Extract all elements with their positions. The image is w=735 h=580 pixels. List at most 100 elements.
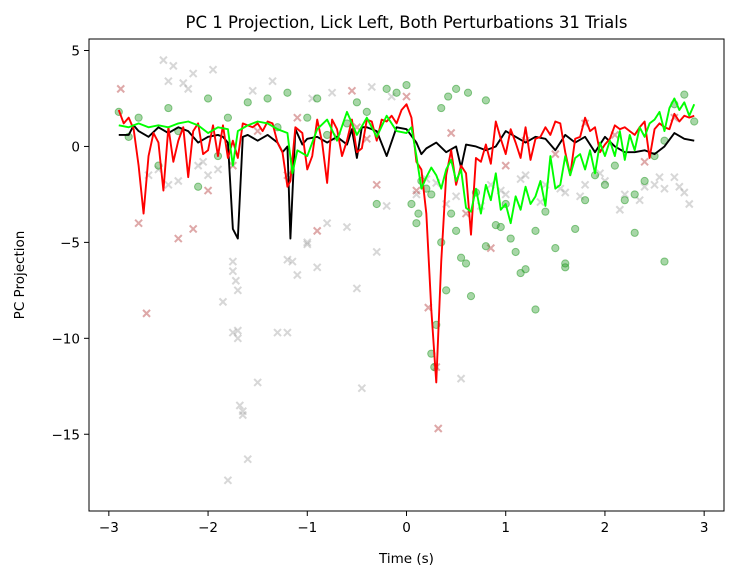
scatter-point [243,98,252,107]
scatter-point [382,84,391,93]
y-axis-label: PC Projection [12,231,28,320]
scatter-point [630,190,639,199]
scatter-point [228,257,238,266]
scatter-point [193,161,203,170]
scatter-point [610,161,619,170]
scatter-point [501,190,510,199]
scatter-point [367,82,376,92]
scatter-point [437,238,446,247]
scatter-point [463,88,473,97]
scatter-point [437,103,446,113]
scatter-point [208,65,218,74]
scatter-point [541,207,550,216]
scatter-point [551,149,560,159]
scatter-point [635,195,644,205]
x-tick-label: 2 [601,520,610,536]
scatter-point [228,328,238,337]
scatter-point [501,161,510,170]
scatter-point [134,113,143,122]
scatter-point [235,401,245,410]
scatter-point [536,197,545,207]
scatter-point [456,253,466,262]
scatter-point [169,61,178,71]
x-tick-label: 1 [501,520,510,536]
y-tick-label: 0 [71,139,80,155]
scatter-point [342,222,352,232]
scatter-point [680,90,689,99]
scatter-point [481,242,490,251]
scatter-point [402,92,411,101]
scatter-point [238,410,247,420]
scatter-point [213,165,223,174]
scatter-point [323,130,332,140]
scatter-point [283,255,292,264]
scatter-point [159,55,168,65]
scatter-point [521,171,530,180]
scatter-point [580,180,590,190]
x-tick-label: −1 [297,520,317,536]
scatter-point [392,88,401,97]
scatter-point [179,78,188,88]
scatter-point [447,209,456,218]
scatter-point [680,188,689,197]
scatter-point [670,172,679,182]
scatter-point [412,219,421,228]
scatter-point [263,94,272,103]
scatter-point [134,218,143,228]
scatter-point [283,328,292,337]
scatter-point [516,174,525,184]
scatter-point [434,424,443,433]
scatter-point [481,96,490,105]
scatter-point [303,240,312,249]
scatter-point [456,374,466,383]
scatter-point [313,94,322,103]
scatter-point [486,243,496,253]
x-tick-label: 0 [402,520,411,536]
scatter-point [650,180,659,190]
scatter-point [174,176,183,186]
scatter-point [427,190,436,199]
scatter-point [184,84,193,94]
scatter-point [444,92,453,101]
scatter-point [203,186,213,195]
scatter-point [551,244,560,253]
scatter-point [312,263,322,272]
scatter-point [685,199,694,209]
chart-title: PC 1 Projection, Lick Left, Both Perturb… [186,13,628,32]
scatter-point [571,224,580,234]
scatter-point [640,157,649,167]
scatter-series-2 [114,80,699,372]
scatter-point [580,196,590,205]
scatter-point [203,94,213,103]
scatter-point [322,218,332,228]
scatter-point [164,180,173,190]
scatter-point [600,180,610,189]
scatter-point [402,80,411,90]
scatter-point [372,180,381,190]
scatter-point [496,222,505,232]
scatter-point [231,276,241,285]
scatter-point [273,328,282,337]
scatter-point [531,305,540,314]
scatter-point [640,176,649,186]
scatter-series-0 [144,55,694,485]
y-tick-label: −10 [52,331,81,347]
scatter-point [303,113,312,122]
x-tick-label: 3 [700,520,709,536]
scatter-point [253,378,262,387]
scatter-point [174,234,183,243]
scatter-point [442,286,451,295]
scatter-point [660,257,669,266]
scatter-point [595,169,605,178]
scatter-point [268,77,277,86]
scatter-point [203,171,213,180]
scatter-point [466,292,476,301]
x-tick-label: −3 [99,520,119,536]
scatter-point [630,228,639,237]
scatter-point [446,128,456,138]
scatter-point [690,117,699,126]
x-tick-label: −2 [198,520,218,536]
scatter-point [248,86,257,96]
scatter-point [233,286,243,295]
